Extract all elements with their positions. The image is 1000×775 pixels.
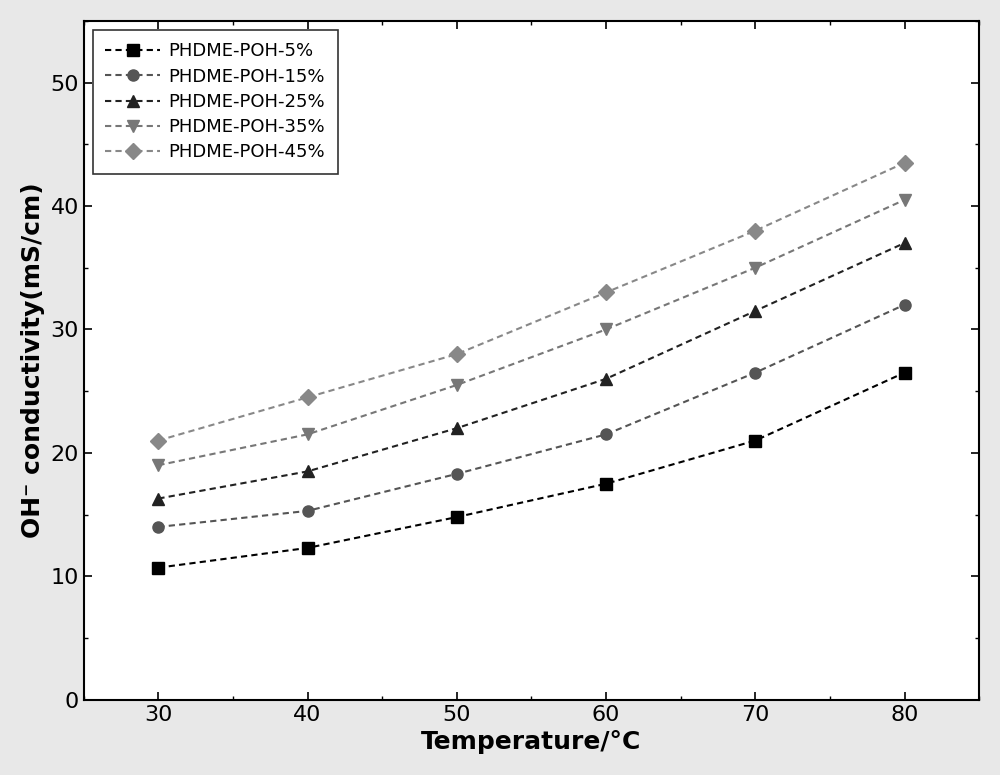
Y-axis label: OH⁻ conductivity(mS/cm): OH⁻ conductivity(mS/cm) bbox=[21, 182, 45, 538]
PHDME-POH-15% bbox=[749, 368, 761, 377]
PHDME-POH-15% bbox=[600, 429, 612, 439]
PHDME-POH-35% bbox=[302, 429, 314, 439]
Line: PHDME-POH-25%: PHDME-POH-25% bbox=[152, 237, 911, 505]
PHDME-POH-45% bbox=[600, 288, 612, 297]
PHDME-POH-45% bbox=[451, 350, 463, 359]
PHDME-POH-45% bbox=[152, 436, 164, 445]
PHDME-POH-45% bbox=[749, 226, 761, 236]
Line: PHDME-POH-45%: PHDME-POH-45% bbox=[153, 157, 910, 446]
PHDME-POH-25% bbox=[749, 306, 761, 315]
PHDME-POH-15% bbox=[899, 300, 911, 309]
PHDME-POH-25% bbox=[152, 494, 164, 503]
PHDME-POH-15% bbox=[152, 522, 164, 532]
PHDME-POH-5% bbox=[899, 368, 911, 377]
Line: PHDME-POH-35%: PHDME-POH-35% bbox=[152, 194, 911, 471]
PHDME-POH-5% bbox=[302, 543, 314, 553]
PHDME-POH-5% bbox=[749, 436, 761, 445]
PHDME-POH-5% bbox=[451, 512, 463, 522]
PHDME-POH-15% bbox=[451, 469, 463, 478]
PHDME-POH-25% bbox=[451, 423, 463, 432]
PHDME-POH-15% bbox=[302, 506, 314, 515]
PHDME-POH-35% bbox=[451, 381, 463, 390]
PHDME-POH-35% bbox=[600, 325, 612, 334]
X-axis label: Temperature/°C: Temperature/°C bbox=[421, 730, 642, 754]
PHDME-POH-35% bbox=[749, 263, 761, 272]
PHDME-POH-5% bbox=[600, 479, 612, 488]
PHDME-POH-25% bbox=[302, 467, 314, 476]
PHDME-POH-25% bbox=[600, 374, 612, 384]
PHDME-POH-5% bbox=[152, 563, 164, 572]
Line: PHDME-POH-15%: PHDME-POH-15% bbox=[153, 299, 910, 532]
Legend: PHDME-POH-5%, PHDME-POH-15%, PHDME-POH-25%, PHDME-POH-35%, PHDME-POH-45%: PHDME-POH-5%, PHDME-POH-15%, PHDME-POH-2… bbox=[93, 30, 338, 174]
PHDME-POH-25% bbox=[899, 239, 911, 248]
PHDME-POH-35% bbox=[152, 460, 164, 470]
Line: PHDME-POH-5%: PHDME-POH-5% bbox=[153, 367, 910, 574]
PHDME-POH-35% bbox=[899, 195, 911, 205]
PHDME-POH-45% bbox=[302, 393, 314, 402]
PHDME-POH-45% bbox=[899, 158, 911, 167]
